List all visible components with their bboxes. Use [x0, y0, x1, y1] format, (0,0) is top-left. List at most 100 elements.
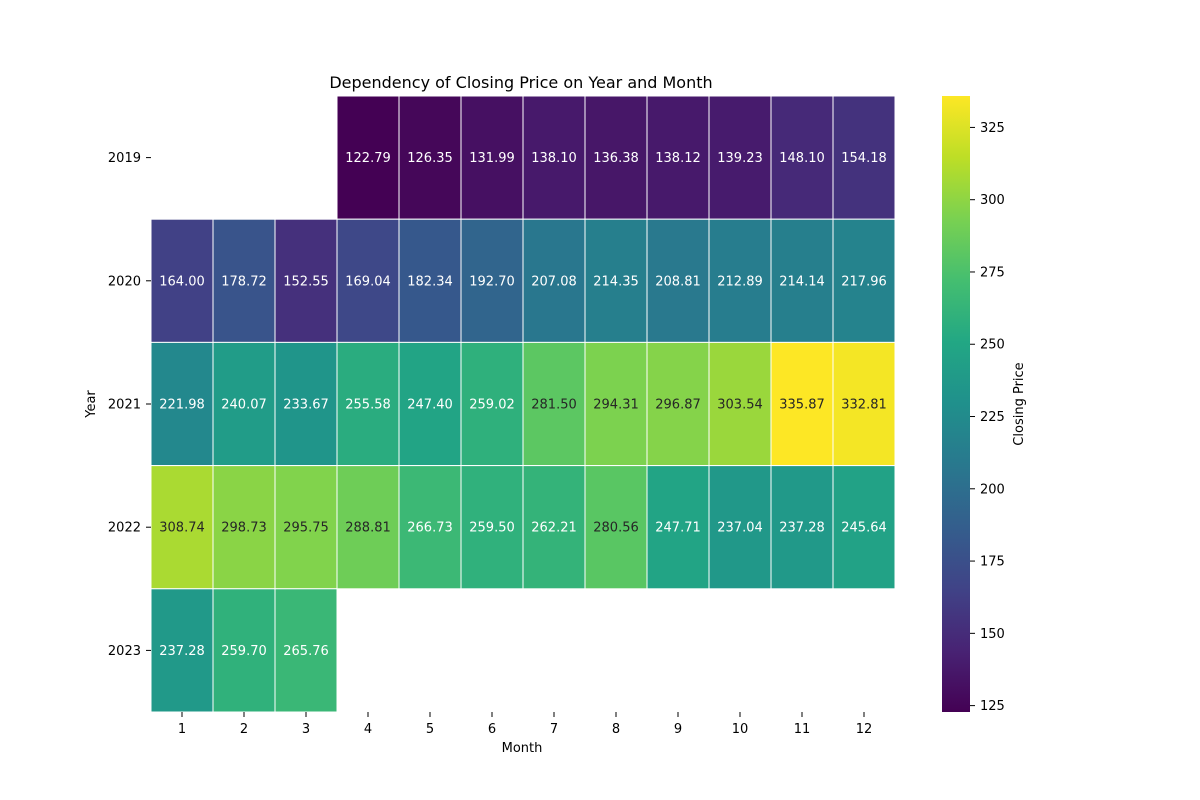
x-axis-label: Month [502, 741, 543, 756]
cell-value-label: 335.87 [779, 398, 825, 413]
cell-value-label: 259.50 [469, 521, 515, 536]
heatmap-cell [646, 95, 710, 220]
cell-value-label: 122.79 [345, 151, 391, 166]
heatmap-cell [522, 218, 586, 343]
cell-value-label: 280.56 [593, 521, 639, 536]
cell-value-label: 212.89 [717, 274, 763, 289]
x-tick-label: 1 [178, 722, 186, 737]
heatmap-cell [460, 95, 524, 220]
cell-value-label: 131.99 [469, 151, 515, 166]
cell-value-label: 265.76 [283, 644, 329, 659]
cell-value-label: 288.81 [345, 521, 391, 536]
heatmap-cell [584, 218, 648, 343]
cell-value-label: 295.75 [283, 521, 329, 536]
y-axis-ticks: 2019 2020 2021 2022 2023 [108, 151, 151, 659]
colorbar-tick-label: 250 [980, 338, 1005, 353]
colorbar-ticks: 125 150 175 200 225 250 275 300 325 [970, 121, 1005, 714]
heatmap-cell [708, 218, 772, 343]
cell-value-label: 240.07 [221, 398, 267, 413]
heatmap-cell [460, 465, 524, 590]
y-tick-label: 2022 [108, 521, 141, 536]
colorbar [942, 96, 970, 712]
heatmap-cell [522, 465, 586, 590]
y-tick-label: 2023 [108, 644, 141, 659]
cell-value-label: 207.08 [531, 274, 577, 289]
heatmap-cell [708, 465, 772, 590]
y-tick-label: 2019 [108, 151, 141, 166]
heatmap-cell [584, 95, 648, 220]
heatmap-cell [150, 218, 214, 343]
x-tick-label: 8 [612, 722, 620, 737]
cell-value-label: 138.12 [655, 151, 701, 166]
heatmap-cell [150, 588, 214, 713]
cell-value-label: 296.87 [655, 398, 701, 413]
cell-value-label: 214.14 [779, 274, 825, 289]
colorbar-label: Closing Price [1012, 362, 1027, 445]
heatmap-cell [398, 465, 462, 590]
cell-value-label: 217.96 [841, 274, 887, 289]
colorbar-tick-label: 300 [980, 193, 1005, 208]
cell-value-label: 237.28 [159, 644, 205, 659]
cell-value-label: 136.38 [593, 151, 639, 166]
heatmap-cell [832, 341, 896, 467]
heatmap-cell [336, 218, 400, 343]
x-tick-label: 4 [364, 722, 372, 737]
colorbar-tick-label: 225 [980, 410, 1005, 425]
cell-value-label: 298.73 [221, 521, 267, 536]
heatmap-cell [212, 341, 276, 467]
heatmap-cell [336, 95, 400, 220]
cell-value-label: 208.81 [655, 274, 701, 289]
x-tick-label: 5 [426, 722, 434, 737]
heatmap-cell [646, 218, 710, 343]
colorbar-tick-label: 125 [980, 699, 1005, 714]
cell-value-label: 308.74 [159, 521, 205, 536]
heatmap-cell [398, 95, 462, 220]
colorbar-tick-label: 200 [980, 482, 1005, 497]
cell-value-label: 139.23 [717, 151, 763, 166]
x-tick-label: 10 [732, 722, 749, 737]
chart-title: Dependency of Closing Price on Year and … [329, 73, 712, 92]
cell-value-label: 332.81 [841, 398, 887, 413]
cell-value-label: 237.04 [717, 521, 763, 536]
x-tick-label: 11 [794, 722, 811, 737]
heatmap-cell [150, 341, 214, 467]
heatmap-cell [708, 341, 772, 467]
y-axis-label: Year [84, 390, 99, 419]
heatmap-cells: 122.79 126.35 131.99 138.10 136.38 138.12 139.… [150, 95, 896, 713]
heatmap-cell [274, 465, 338, 590]
cell-value-label: 214.35 [593, 274, 639, 289]
cell-value-label: 154.18 [841, 151, 887, 166]
x-tick-label: 2 [240, 722, 248, 737]
cell-value-label: 148.10 [779, 151, 825, 166]
x-tick-label: 6 [488, 722, 496, 737]
cell-value-label: 262.21 [531, 521, 577, 536]
heatmap-cell [832, 218, 896, 343]
cell-value-label: 247.40 [407, 398, 453, 413]
cell-value-label: 294.31 [593, 398, 639, 413]
heatmap-cell [522, 341, 586, 467]
cell-value-label: 221.98 [159, 398, 205, 413]
heatmap-cell [460, 341, 524, 467]
y-tick-label: 2021 [108, 398, 141, 413]
cell-value-label: 138.10 [531, 151, 577, 166]
cell-value-label: 192.70 [469, 274, 515, 289]
heatmap-cell [584, 341, 648, 467]
cell-value-label: 247.71 [655, 521, 701, 536]
heatmap-cell [336, 341, 400, 467]
heatmap-cell [522, 95, 586, 220]
heatmap-cell [336, 465, 400, 590]
heatmap-cell [770, 218, 834, 343]
x-tick-label: 12 [856, 722, 873, 737]
cell-value-label: 255.58 [345, 398, 391, 413]
x-axis-ticks: 1 2 3 4 5 6 7 8 9 10 11 12 [178, 712, 872, 737]
cell-value-label: 233.67 [283, 398, 329, 413]
colorbar-tick-label: 275 [980, 265, 1005, 280]
heatmap-cell [584, 465, 648, 590]
cell-value-label: 178.72 [221, 274, 267, 289]
colorbar-tick-label: 150 [980, 627, 1005, 642]
heatmap-cell [212, 465, 276, 590]
cell-value-label: 164.00 [159, 274, 205, 289]
cell-value-label: 169.04 [345, 274, 391, 289]
x-tick-label: 9 [674, 722, 682, 737]
